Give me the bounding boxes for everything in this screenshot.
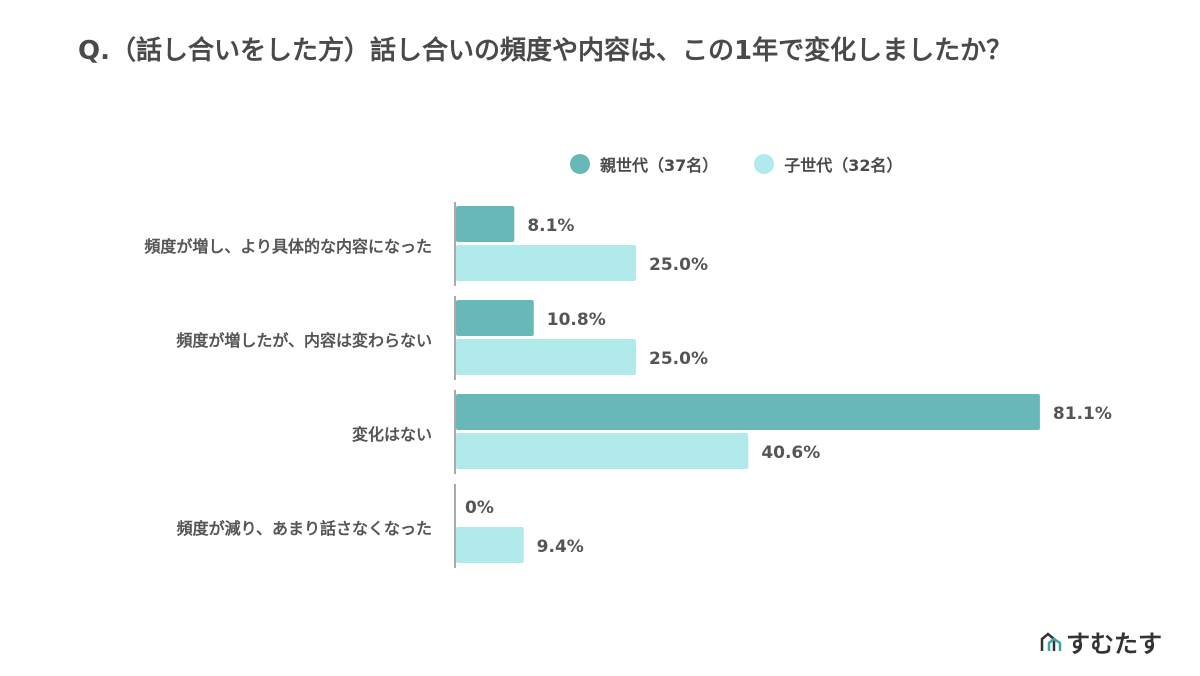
legend-swatch (754, 154, 775, 174)
category-label: 頻度が減り、あまり話さなくなった (177, 519, 432, 538)
legend-item-child: 子世代（32名） (754, 152, 903, 176)
data-label: 0% (465, 498, 494, 518)
bar (456, 433, 749, 469)
legend-swatch (570, 154, 590, 174)
category-label: 変化はない (352, 425, 432, 444)
data-label: 81.1% (1053, 404, 1112, 424)
data-label: 9.4% (537, 537, 584, 557)
legend-label: 親世代（37名） (600, 156, 719, 175)
legend-label: 子世代（32名） (784, 156, 903, 175)
data-label: 10.8% (547, 310, 606, 330)
category-label: 頻度が増したが、内容は変わらない (176, 331, 432, 350)
category-label: 頻度が増し、より具体的な内容になった (144, 237, 432, 256)
bar (456, 339, 636, 375)
logo-text: すむたす (1066, 630, 1162, 658)
bar (456, 245, 636, 281)
bar (456, 527, 524, 563)
data-label: 25.0% (649, 349, 708, 369)
bar (456, 394, 1040, 430)
logo: すむたす (1040, 624, 1162, 659)
legend-item-parent: 親世代（37名） (570, 152, 718, 176)
house-logo-icon (1040, 631, 1062, 651)
bar (456, 206, 515, 242)
data-label: 8.1% (527, 216, 574, 236)
chart-title: Q.（話し合いをした方）話し合いの頻度や内容は、この1年で変化しましたか？ (78, 36, 1013, 66)
data-label: 25.0% (649, 255, 708, 275)
bar (456, 300, 534, 336)
legend: 親世代（37名） 子世代（32名） (570, 152, 903, 176)
data-label: 40.6% (761, 443, 820, 463)
